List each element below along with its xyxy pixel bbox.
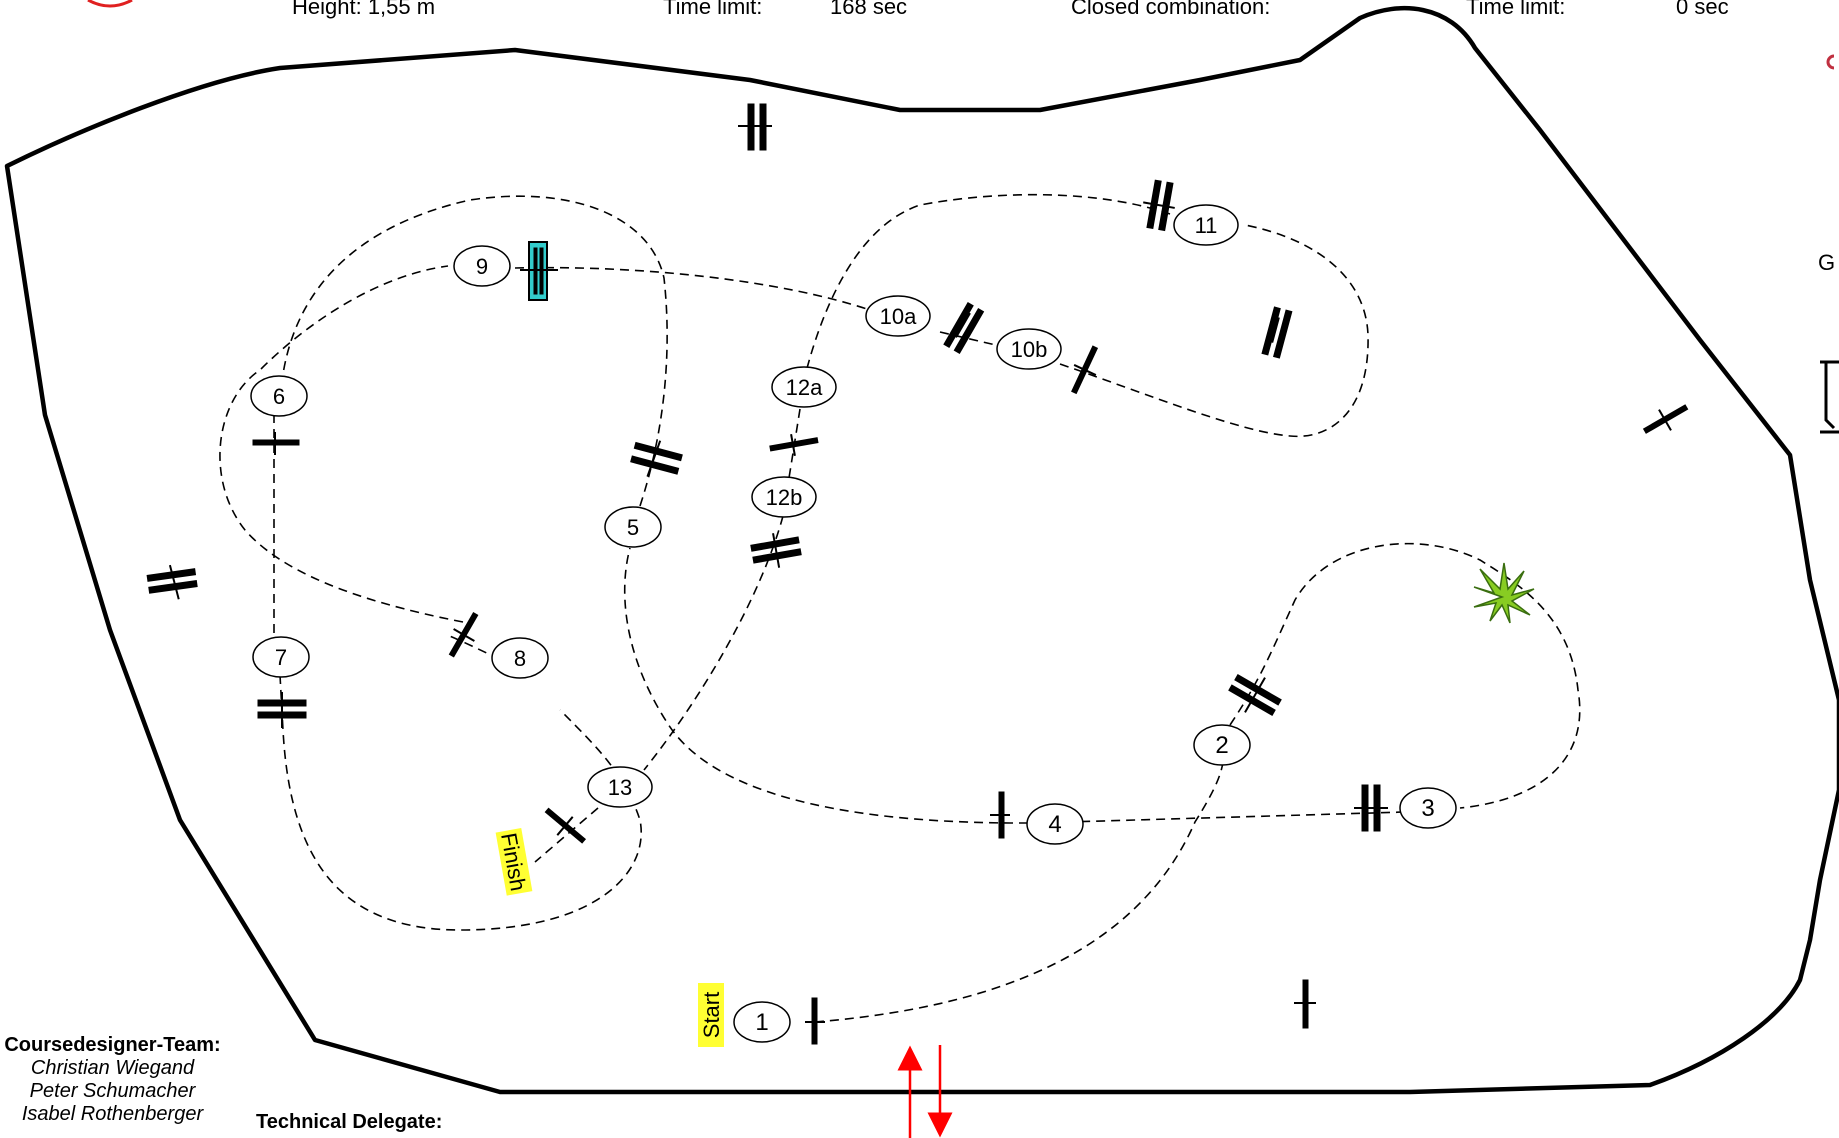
course-route xyxy=(219,193,1581,1023)
jump-symbol-7 xyxy=(257,692,307,728)
jump-symbol-8 xyxy=(448,612,479,658)
svg-text:2: 2 xyxy=(1215,732,1228,759)
finish-marker: Finish xyxy=(495,828,533,896)
jump-symbol-3 xyxy=(1354,784,1388,832)
svg-text:5: 5 xyxy=(627,515,639,540)
svg-text:4: 4 xyxy=(1048,811,1061,838)
jump-symbol-4 xyxy=(990,791,1010,839)
jump-symbol-2 xyxy=(1228,674,1282,716)
plant-decoration xyxy=(1473,562,1535,624)
svg-text:10a: 10a xyxy=(880,304,917,329)
svg-text:9: 9 xyxy=(476,254,488,279)
svg-text:6: 6 xyxy=(273,384,285,409)
jump-symbol-12b xyxy=(750,533,802,568)
technical-delegate-title: Technical Delegate: xyxy=(256,1111,443,1133)
svg-text:10b: 10b xyxy=(1011,337,1048,362)
jump-symbol-5 xyxy=(630,440,683,477)
svg-text:13: 13 xyxy=(608,775,632,800)
svg-text:Start: Start xyxy=(699,992,724,1038)
fence-label-13: 13 xyxy=(587,766,653,808)
entry-exit-arrows xyxy=(897,1045,953,1138)
fence-label-12b: 12b xyxy=(751,476,817,518)
svg-text:12b: 12b xyxy=(766,485,803,510)
fence-label-7: 7 xyxy=(252,636,310,678)
fence-label-11: 11 xyxy=(1173,204,1239,246)
svg-text:1: 1 xyxy=(755,1009,768,1036)
logo-fragment-top xyxy=(87,0,133,8)
svg-text:11: 11 xyxy=(1195,213,1218,238)
fence-label-12a: 12a xyxy=(771,366,837,408)
svg-text:7: 7 xyxy=(275,645,287,670)
fence-label-4: 4 xyxy=(1026,803,1084,845)
fence-label-8: 8 xyxy=(491,637,549,679)
fence-label-3: 3 xyxy=(1399,787,1457,829)
spare-jump-right-upper xyxy=(1261,306,1293,359)
fence-label-10a: 10a xyxy=(865,295,931,337)
start-marker: Start xyxy=(698,983,724,1047)
fence-label-9: 9 xyxy=(453,245,511,287)
arena-outline xyxy=(4,5,1839,1095)
svg-text:8: 8 xyxy=(514,646,526,671)
designer-name: Christian Wiegand xyxy=(30,1057,195,1079)
spare-jump-far-right xyxy=(1642,404,1689,434)
designer-name: Peter Schumacher xyxy=(29,1080,196,1102)
jump-symbol-1 xyxy=(805,997,825,1045)
fence-label-10b: 10b xyxy=(996,328,1062,370)
svg-text:3: 3 xyxy=(1421,795,1434,822)
jump-symbol-12a xyxy=(769,433,819,457)
closed-combination-label: Closed combination: xyxy=(1071,0,1271,19)
fence-label-6: 6 xyxy=(250,375,308,417)
designer-name: Isabel Rothenberger xyxy=(21,1103,204,1125)
time-limit-label-2: Time limit: xyxy=(1466,0,1566,19)
coursedesigner-title: Coursedesigner-Team: xyxy=(4,1034,221,1056)
fence-label-2: 2 xyxy=(1193,724,1251,766)
svg-text:12a: 12a xyxy=(786,375,823,400)
jump-symbol-11 xyxy=(1143,179,1175,232)
coursedesigner-team: Coursedesigner-Team: Christian Wiegand P… xyxy=(0,1034,225,1126)
spare-jump-bottom-right xyxy=(1294,979,1316,1029)
logo-fragment-right xyxy=(1826,54,1835,70)
jump-symbol-6 xyxy=(252,432,300,455)
edge-letter-g: G xyxy=(1818,250,1836,275)
jump-symbol-9-special xyxy=(520,241,558,301)
jump-symbol-13 xyxy=(544,807,587,844)
jump-symbol-10a xyxy=(943,302,985,354)
jump-symbol-10b xyxy=(1071,345,1099,395)
time-limit-label: Time limit: xyxy=(663,0,763,19)
time-limit-value-2: 0 sec xyxy=(1676,0,1729,19)
height-info: Height: 1,55 m xyxy=(292,0,436,19)
fence-label-5: 5 xyxy=(604,506,662,548)
fence-label-1: 1 xyxy=(733,1001,791,1043)
cropped-edge-icon xyxy=(1820,360,1839,434)
spare-jump-left xyxy=(146,564,198,600)
time-limit-value: 168 sec xyxy=(830,0,908,19)
spare-jump-top xyxy=(738,103,772,151)
svg-text:Finish: Finish xyxy=(496,831,531,893)
